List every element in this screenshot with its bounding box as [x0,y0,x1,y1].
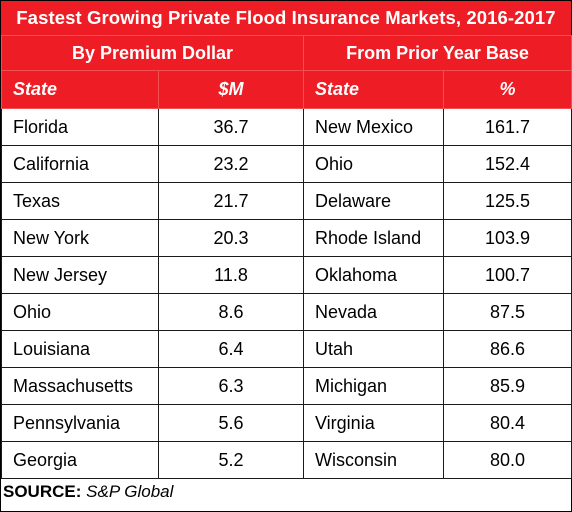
cell-state-growth: Ohio [303,145,444,183]
table-row: Georgia 5.2 Wisconsin 80.0 [1,441,572,479]
cell-state-growth: Utah [303,330,444,368]
table-row: Florida 36.7 New Mexico 161.7 [1,108,572,146]
cell-state-premium: California [1,145,159,183]
cell-value-premium: 8.6 [158,293,304,331]
cell-value-premium: 6.4 [158,330,304,368]
cell-value-premium: 5.2 [158,441,304,479]
cell-state-growth: New Mexico [303,108,444,146]
table-row: New York 20.3 Rhode Island 103.9 [1,219,572,257]
source-label: SOURCE: [3,482,82,501]
table-row: Louisiana 6.4 Utah 86.6 [1,330,572,368]
column-header-state-growth: State [303,70,444,109]
cell-state-premium: New Jersey [1,256,159,294]
table-row: Ohio 8.6 Nevada 87.5 [1,293,572,331]
column-header-value-premium: $M [158,70,304,109]
cell-value-premium: 20.3 [158,219,304,257]
source-value: S&P Global [86,482,174,501]
cell-state-premium: Ohio [1,293,159,331]
cell-state-growth: Rhode Island [303,219,444,257]
cell-state-growth: Delaware [303,182,444,220]
column-header-value-growth: % [442,70,572,109]
cell-value-premium: 5.6 [158,404,304,442]
cell-state-premium: Georgia [1,441,159,479]
cell-value-premium: 11.8 [158,256,304,294]
cell-state-premium: Louisiana [1,330,159,368]
cell-state-growth: Oklahoma [303,256,444,294]
cell-value-premium: 23.2 [158,145,304,183]
column-header-state-premium: State [1,70,159,109]
cell-value-growth: 152.4 [442,145,572,183]
data-table: By Premium Dollar From Prior Year Base S… [1,35,572,479]
table-row: Texas 21.7 Delaware 125.5 [1,182,572,220]
table-row: New Jersey 11.8 Oklahoma 100.7 [1,256,572,294]
table-row: Massachusetts 6.3 Michigan 85.9 [1,367,572,405]
cell-value-premium: 6.3 [158,367,304,405]
cell-state-premium: Texas [1,182,159,220]
cell-state-premium: New York [1,219,159,257]
cell-state-premium: Massachusetts [1,367,159,405]
cell-value-premium: 36.7 [158,108,304,146]
cell-value-growth: 161.7 [442,108,572,146]
group-label-growth: From Prior Year Base [302,35,572,71]
cell-state-growth: Wisconsin [303,441,444,479]
table-row: Pennsylvania 5.6 Virginia 80.4 [1,404,572,442]
cell-value-growth: 85.9 [442,367,572,405]
cell-state-premium: Pennsylvania [1,404,159,442]
cell-value-premium: 21.7 [158,182,304,220]
cell-value-growth: 86.6 [442,330,572,368]
cell-state-premium: Florida [1,108,159,146]
cell-state-growth: Virginia [303,404,444,442]
cell-value-growth: 80.4 [442,404,572,442]
source-note: SOURCE: S&P Global [1,479,571,505]
cell-value-growth: 80.0 [442,441,572,479]
cell-value-growth: 103.9 [442,219,572,257]
cell-state-growth: Michigan [303,367,444,405]
group-header-row: By Premium Dollar From Prior Year Base [1,35,572,71]
cell-value-growth: 100.7 [442,256,572,294]
table-title: Fastest Growing Private Flood Insurance … [1,1,571,35]
column-header-row: State $M State % [1,70,572,109]
cell-state-growth: Nevada [303,293,444,331]
group-label-premium: By Premium Dollar [1,35,304,71]
cell-value-growth: 125.5 [442,182,572,220]
cell-value-growth: 87.5 [442,293,572,331]
table-row: California 23.2 Ohio 152.4 [1,145,572,183]
